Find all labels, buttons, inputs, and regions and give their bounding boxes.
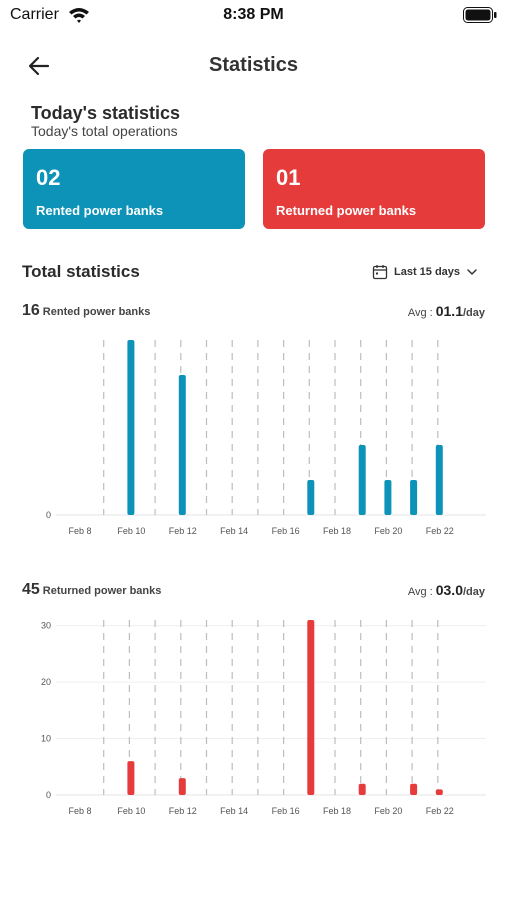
returned-x-tick-label: Feb 10 [117,806,145,816]
returned-x-tick-label: Feb 20 [374,806,402,816]
rented-avg-unit: /day [462,307,485,319]
rented-avg-value: 01.1 [435,303,463,319]
wifi-icon [69,8,89,23]
returned-y-tick-label: 20 [41,677,51,687]
rented-bar-feb-12 [178,375,186,515]
returned-avg: Avg : 03.0 /day [408,582,485,598]
back-arrow-icon[interactable] [26,54,52,78]
total-stats-title: Total statistics [22,262,140,281]
rented-chart-header: 16 Rented power banks [22,302,150,320]
rented-x-tick-label: Feb 18 [323,526,351,536]
returned-x-tick-label: Feb 12 [169,806,197,816]
returned-bar-chart: 0 10 20 30 Feb 8 Feb 10 Feb 12 Feb 14 Feb 16 Feb … [41,620,486,816]
rented-x-tick-label: Feb 20 [374,526,402,536]
returned-label: Returned power banks [276,203,417,218]
returned-avg-unit: /day [462,586,485,598]
rented-chart-caption: Rented power banks [42,306,151,318]
returned-x-tick-label: Feb 22 [426,806,454,816]
returned-bar-feb-19 [358,783,366,795]
returned-bar-feb-12 [178,778,186,795]
rented-x-tick-label: Feb 14 [220,526,248,536]
returned-avg-label: Avg : [407,586,433,598]
carrier-label: Carrier [10,6,59,23]
rented-bar-feb-17 [307,480,315,515]
rented-bar-feb-20 [384,480,392,515]
rented-total-count: 16 [22,302,40,319]
today-stats-subtitle: Today's total operations [31,123,178,139]
returned-card: 01 Returned power banks [263,149,485,229]
returned-chart-caption: Returned power banks [42,585,162,597]
rented-count: 02 [36,165,61,190]
returned-y-tick-label: 30 [41,621,51,631]
returned-chart-header: 45 Returned power banks [22,581,161,599]
returned-count: 01 [276,165,301,190]
rented-bar-feb-21 [410,480,418,515]
chevron-down-icon [467,269,477,275]
rented-bar-chart: 0 Feb 8 Feb 10 Feb 12 Feb 14 Feb 16 Feb 18 Feb … [46,340,486,536]
rented-x-tick-label: Feb 12 [169,526,197,536]
status-bar: Carrier 8:38 PM [0,0,507,32]
clock: 8:38 PM [223,6,284,23]
calendar-icon [372,265,388,280]
returned-x-tick-label: Feb 16 [272,806,300,816]
rented-label: Rented power banks [36,203,164,218]
period-dropdown[interactable]: Last 15 days [372,263,478,281]
rented-card: 02 Rented power banks [23,149,245,229]
returned-bar-feb-17 [307,620,315,795]
returned-x-tick-label: Feb 14 [220,806,248,816]
period-label: Last 15 days [394,266,461,278]
rented-x-tick-label: Feb 16 [272,526,300,536]
returned-total-count: 45 [22,581,40,598]
returned-y-tick-label: 10 [41,734,51,744]
returned-x-tick-label: Feb 18 [323,806,351,816]
returned-bar-feb-21 [410,783,418,795]
returned-bar-feb-10 [127,761,135,795]
rented-x-tick-label: Feb 8 [68,526,91,536]
rented-y-tick-label: 0 [46,510,51,520]
rented-bar-feb-19 [358,445,366,515]
rented-x-tick-label: Feb 10 [117,526,145,536]
rented-bar-feb-22 [435,445,443,515]
returned-y-tick-label: 0 [46,790,51,800]
rented-bar-feb-10 [127,340,135,515]
rented-avg: Avg : 01.1 /day [408,303,485,319]
returned-avg-value: 03.0 [435,582,463,598]
returned-x-tick-label: Feb 8 [68,806,91,816]
today-stats-title: Today's statistics [31,103,181,123]
page-title: Statistics [209,54,298,76]
rented-avg-label: Avg : [407,307,433,319]
battery-icon [463,7,497,23]
returned-bar-feb-22 [435,789,443,795]
rented-x-tick-label: Feb 22 [426,526,454,536]
